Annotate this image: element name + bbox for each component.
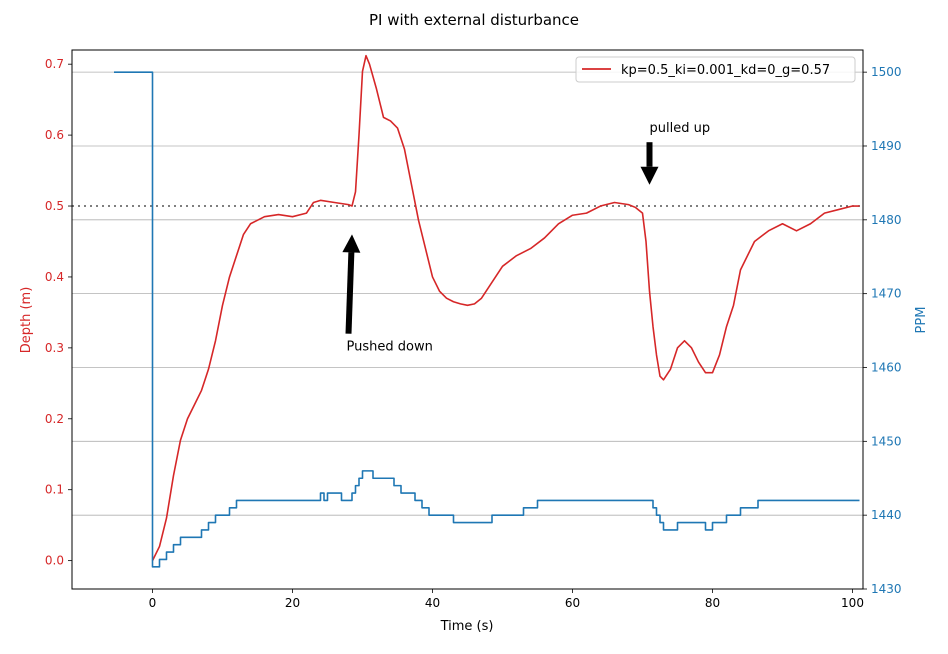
y-right-tick-label: 1490	[871, 139, 902, 153]
y-left-axis: 0.0 0.1 0.2 0.3 0.4 0.5 0.6 0.7	[45, 57, 72, 568]
y-right-tick-label: 1480	[871, 213, 902, 227]
x-tick-label: 100	[841, 596, 864, 610]
annotation-label: pulled up	[650, 121, 711, 136]
annotation-layer: Pushed down pulled up	[342, 121, 711, 355]
y-left-axis-label: Depth (m)	[19, 287, 34, 354]
y-left-tick-label: 0.4	[45, 270, 64, 284]
y-left-tick-label: 0.5	[45, 199, 64, 213]
x-tick-label: 20	[285, 596, 300, 610]
legend-entry: kp=0.5_ki=0.001_kd=0_g=0.57	[621, 63, 830, 78]
depth-series-line	[151, 54, 860, 561]
series-layer	[114, 54, 860, 568]
legend: kp=0.5_ki=0.001_kd=0_g=0.57	[575, 56, 856, 83]
x-axis: 0 20 40 60 80 100	[149, 589, 864, 610]
y-left-tick-label: 0.3	[45, 341, 64, 355]
y-right-axis-label: PPM	[914, 307, 929, 334]
y-right-tick-label: 1430	[871, 582, 902, 596]
plot-frame	[71, 49, 864, 590]
annotation-arrow-shaft	[345, 252, 355, 334]
grid-layer	[72, 71, 863, 590]
y-left-tick-label: 0.2	[45, 412, 64, 426]
y-right-axis: 1430 1440 1450 1460 1470 1480 1490 1500	[863, 65, 902, 596]
y-left-tick-label: 0.6	[45, 128, 64, 142]
ppm-series-line	[114, 71, 860, 568]
x-tick-label: 80	[705, 596, 720, 610]
chart-title: PI with external disturbance	[369, 11, 579, 29]
y-left-tick-label: 0.7	[45, 57, 64, 71]
y-left-tick-label: 0.1	[45, 483, 64, 497]
annotation-arrow-head	[342, 234, 361, 253]
y-right-tick-label: 1450	[871, 434, 902, 448]
annotation-label: Pushed down	[347, 340, 433, 355]
annotation-arrow-head	[640, 166, 659, 185]
x-tick-label: 60	[565, 596, 580, 610]
x-tick-label: 40	[425, 596, 440, 610]
legend-box	[575, 56, 856, 83]
y-right-tick-label: 1500	[871, 65, 902, 79]
y-right-tick-label: 1440	[871, 508, 902, 522]
y-left-tick-label: 0.0	[45, 554, 64, 568]
x-axis-label: Time (s)	[440, 619, 494, 634]
y-right-tick-label: 1460	[871, 360, 902, 374]
y-right-tick-label: 1470	[871, 287, 902, 301]
x-tick-label: 0	[149, 596, 157, 610]
